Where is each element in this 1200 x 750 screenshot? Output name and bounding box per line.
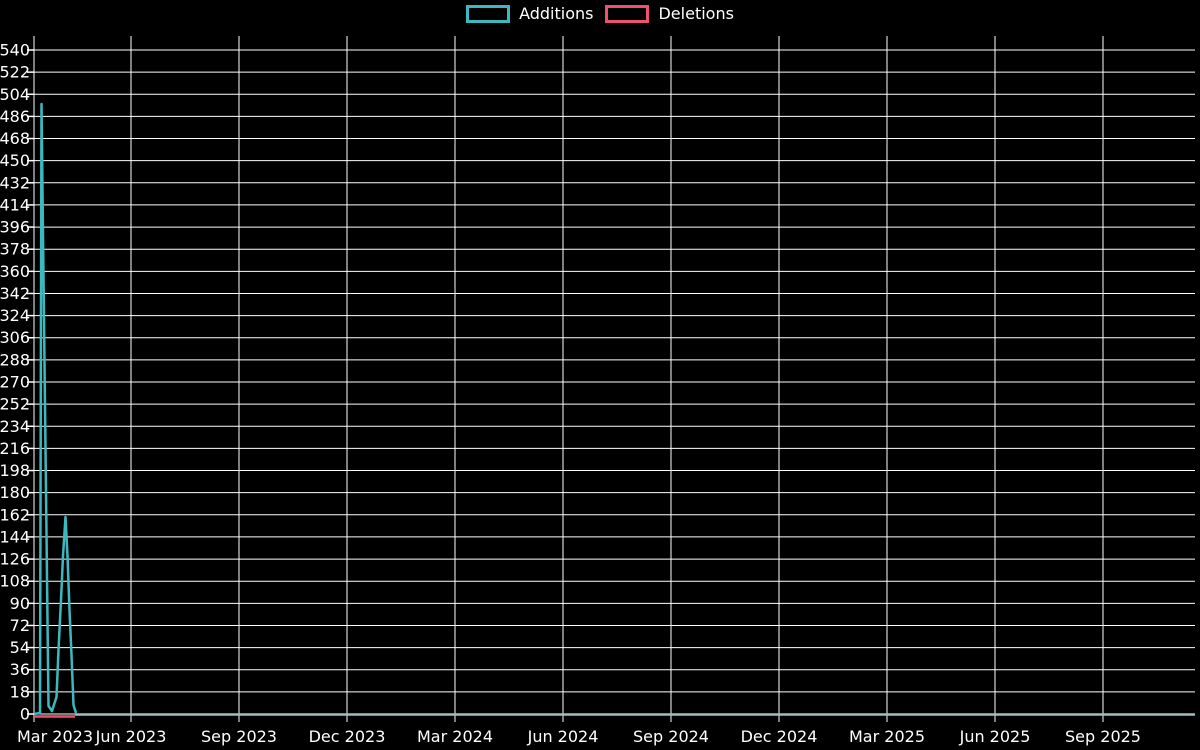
chart-legend: Additions Deletions <box>0 5 1200 23</box>
y-tick-label: 0 <box>20 705 30 724</box>
horizontal-gridlines <box>34 49 1195 715</box>
x-tick-label: Sep 2023 <box>201 727 277 746</box>
y-tick-labels: 5405225044864684504324143963783603423243… <box>0 40 30 723</box>
x-tick-label: Jun 2025 <box>959 727 1031 746</box>
x-tick-label: Dec 2024 <box>741 727 818 746</box>
y-tick-label: 270 <box>0 372 30 391</box>
y-tick-label: 414 <box>0 195 30 214</box>
y-tick-label: 90 <box>10 594 30 613</box>
vertical-gridlines <box>130 36 1104 722</box>
y-tick-label: 504 <box>0 85 30 104</box>
legend-item-additions: Additions <box>466 5 593 23</box>
y-tick-label: 324 <box>0 306 30 325</box>
y-tick-label: 396 <box>0 218 30 237</box>
x-tick-label: Jun 2024 <box>527 727 599 746</box>
x-tick-label: Dec 2023 <box>309 727 386 746</box>
y-tick-label: 360 <box>0 262 30 281</box>
x-tick-label: Sep 2025 <box>1065 727 1141 746</box>
legend-swatch-additions-icon <box>466 5 511 23</box>
y-tick-label: 126 <box>0 550 30 569</box>
y-tick-label: 198 <box>0 461 30 480</box>
legend-label-additions: Additions <box>519 4 594 23</box>
y-tick-label: 108 <box>0 572 30 591</box>
legend-label-deletions: Deletions <box>658 4 734 23</box>
x-tick-label: Mar 2025 <box>849 727 925 746</box>
y-tick-label: 162 <box>0 505 30 524</box>
x-tick-label: Jun 2023 <box>95 727 167 746</box>
y-tick-label: 378 <box>0 240 30 259</box>
legend-swatch-deletions-icon <box>605 5 650 23</box>
y-tick-label: 252 <box>0 395 30 414</box>
y-tick-label: 36 <box>10 660 30 679</box>
y-tick-label: 18 <box>10 682 30 701</box>
x-tick-labels: Mar 2023 Jun 2023 Sep 2023 Dec 2023 Mar 2024… <box>17 727 1141 746</box>
y-tick-label: 306 <box>0 328 30 347</box>
y-tick-label: 180 <box>0 483 30 502</box>
y-tick-label: 540 <box>0 40 30 59</box>
x-tick-label: Sep 2024 <box>633 727 709 746</box>
y-tick-label: 450 <box>0 151 30 170</box>
x-tick-label: Mar 2023 <box>17 727 93 746</box>
x-tick-label: Mar 2024 <box>417 727 493 746</box>
y-tick-label: 468 <box>0 129 30 148</box>
y-tick-label: 522 <box>0 63 30 82</box>
y-tick-label: 288 <box>0 350 30 369</box>
legend-item-deletions: Deletions <box>605 4 734 23</box>
y-tick-label: 234 <box>0 417 30 436</box>
y-tick-label: 144 <box>0 527 30 546</box>
y-tick-marks <box>27 49 34 715</box>
y-tick-label: 72 <box>10 616 30 635</box>
y-tick-label: 432 <box>0 173 30 192</box>
y-tick-label: 342 <box>0 284 30 303</box>
y-tick-label: 54 <box>10 638 30 657</box>
data-series <box>33 102 1195 718</box>
y-tick-label: 216 <box>0 439 30 458</box>
additions-line <box>33 102 78 716</box>
y-tick-label: 486 <box>0 107 30 126</box>
